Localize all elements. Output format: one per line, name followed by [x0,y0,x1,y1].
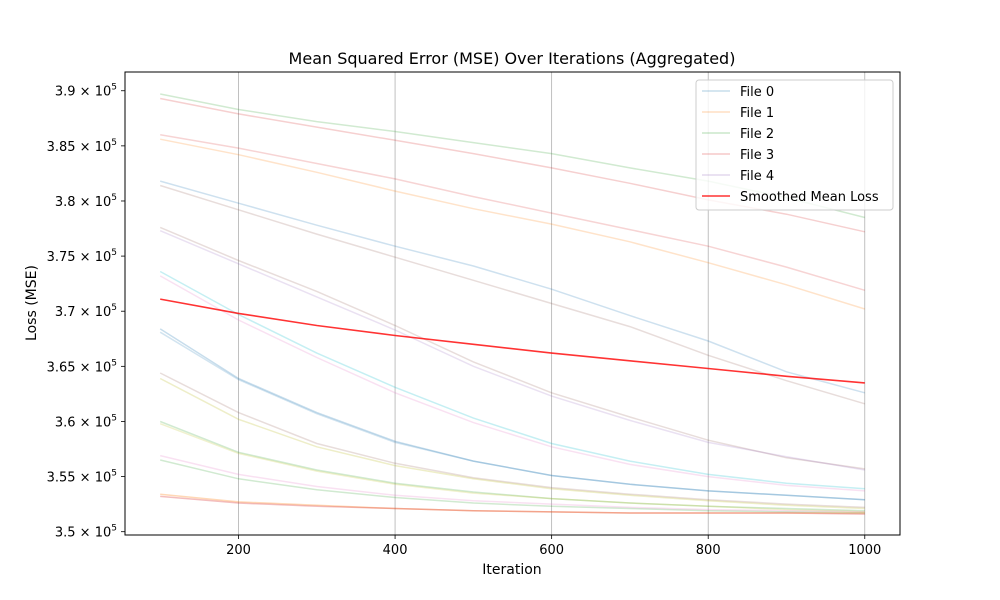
x-tick-label: 800 [696,543,721,558]
y-tick-base: 10 [95,85,112,100]
y-axis-label: Loss (MSE) [24,265,40,341]
series-line-19 [160,495,865,515]
series-line-8 [159,270,865,490]
y-tick-mantissa: 3.75 [47,250,76,265]
series-lines [159,93,866,515]
y-tick-label: 3.5 × 105 [55,524,117,541]
series-line-15 [159,422,865,513]
series-line-12 [159,372,865,509]
plot-frame [124,71,901,536]
series-line-18 [160,493,865,514]
y-tick-exponent: 5 [111,193,117,203]
series-line-10 [159,328,865,501]
series-line-11 [159,331,865,501]
y-tick-label: 3.55 × 105 [47,469,117,486]
y-tick-mantissa: 3.9 [55,85,76,100]
y-tick-multiplier: × [76,250,95,265]
y-tick-exponent: 5 [111,413,117,423]
y-tick-multiplier: × [76,360,95,375]
series-line-9 [159,275,865,492]
series-line-13 [159,377,865,510]
y-tick-multiplier: × [76,140,95,155]
y-tick-base: 10 [95,195,112,210]
series-smoothed-mean-loss [160,298,865,384]
series-line-2 [160,134,866,292]
y-tick-mantissa: 3.7 [55,305,76,320]
y-tick-label: 3.75 × 105 [47,248,117,265]
legend-label: File 2 [740,127,774,142]
series-line-6 [159,226,865,470]
series-line-4 [159,180,865,394]
legend-label: File 4 [740,169,774,184]
y-tick-exponent: 5 [111,83,117,93]
series-line-5 [159,184,866,405]
y-tick-multiplier: × [76,85,95,100]
x-tick-label: 600 [539,543,564,558]
legend: File 0 File 1 File 2 File 3 File 4 Smoothed M… [695,79,894,211]
y-tick-multiplier: × [76,305,95,320]
y-tick-base: 10 [95,360,112,375]
series-line-17 [160,459,865,514]
legend-label: File 0 [740,85,774,100]
y-tick-exponent: 5 [111,524,117,534]
legend-label: File 3 [740,148,774,163]
y-tick-base: 10 [95,305,112,320]
y-tick-exponent: 5 [111,358,117,368]
y-tick-label: 3.65 × 105 [47,358,117,375]
x-tick-label: 1000 [848,543,881,558]
y-tick-mantissa: 3.85 [47,140,76,155]
chart-title: Mean Squared Error (MSE) Over Iterations… [289,49,736,68]
y-tick-label: 3.7 × 105 [55,303,117,320]
y-tick-exponent: 5 [111,138,117,148]
y-tick-multiplier: × [76,471,95,486]
series-line-3 [160,138,866,310]
y-tick-multiplier: × [76,195,95,210]
legend-box [695,79,894,211]
y-tick-exponent: 5 [111,303,117,313]
y-tick-mantissa: 3.5 [55,526,76,541]
y-tick-mantissa: 3.6 [55,415,76,430]
x-tick-label: 200 [226,543,251,558]
y-tick-mantissa: 3.8 [55,195,76,210]
y-tick-base: 10 [95,415,112,430]
y-tick-base: 10 [95,250,112,265]
y-tick-base: 10 [95,140,112,155]
series-line-14 [159,420,865,512]
y-tick-label: 3.8 × 105 [55,193,117,210]
y-tick-label: 3.6 × 105 [55,413,117,430]
y-tick-mantissa: 3.55 [47,471,76,486]
x-axis: 200 400 600 800 1000 [226,535,881,558]
y-tick-exponent: 5 [111,469,117,479]
y-tick-multiplier: × [76,415,95,430]
y-tick-mantissa: 3.65 [47,360,76,375]
x-axis-label: Iteration [482,562,541,578]
x-tick-label: 400 [383,543,408,558]
legend-label: Smoothed Mean Loss [740,190,879,205]
y-tick-exponent: 5 [111,248,117,258]
series-line-16 [160,454,865,513]
y-tick-label: 3.9 × 105 [55,83,117,100]
series-line-7 [159,230,865,471]
y-tick-base: 10 [95,471,112,486]
y-tick-base: 10 [95,526,112,541]
y-tick-multiplier: × [76,526,95,541]
y-tick-label: 3.85 × 105 [47,138,117,155]
legend-label: File 1 [740,106,774,121]
